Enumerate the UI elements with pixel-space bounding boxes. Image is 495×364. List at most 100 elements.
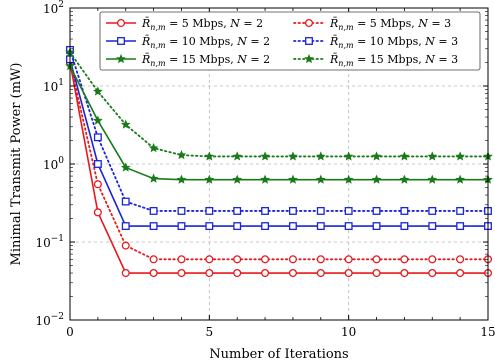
data-point: [455, 151, 465, 161]
data-point: [261, 222, 270, 231]
data-point: [233, 222, 242, 231]
data-point: [343, 174, 354, 184]
data-point: [205, 207, 214, 215]
data-point: [120, 119, 131, 129]
y-tick-label: 101: [43, 78, 64, 94]
series-layer: [65, 45, 493, 278]
data-point: [316, 268, 325, 278]
legend-item: R̄n,m = 5 Mbps, N = 3: [293, 17, 451, 32]
data-point: [232, 151, 243, 161]
data-point: [371, 151, 382, 161]
data-point: [149, 268, 158, 278]
y-tick-label: 100: [43, 156, 64, 172]
data-point: [371, 174, 382, 184]
data-point: [204, 174, 215, 184]
data-point: [177, 268, 186, 278]
data-point: [261, 268, 270, 278]
data-point: [427, 151, 438, 161]
data-point: [233, 207, 242, 215]
data-point: [233, 268, 242, 278]
data-point: [288, 174, 298, 184]
legend-marker: [305, 37, 313, 45]
data-point: [456, 255, 465, 264]
legend-marker: [117, 37, 125, 45]
data-point: [344, 268, 353, 278]
legend-label: R̄n,m = 10 Mbps, N = 3: [329, 35, 458, 50]
data-point: [344, 255, 353, 264]
data-point: [148, 143, 159, 153]
data-point: [176, 150, 187, 160]
data-point: [428, 255, 437, 264]
data-point: [372, 222, 381, 231]
data-point: [205, 222, 214, 231]
y-tick-label: 102: [43, 0, 64, 16]
data-point: [456, 207, 465, 215]
data-point: [288, 222, 297, 231]
data-point: [400, 268, 409, 278]
data-point: [177, 255, 186, 264]
series-line: [69, 59, 488, 227]
data-point: [316, 255, 325, 264]
series-line: [69, 65, 488, 181]
y-tick-exponent: 2: [58, 0, 64, 10]
y-tick-exponent: −1: [51, 234, 64, 244]
data-point: [344, 207, 353, 215]
data-point: [93, 86, 103, 96]
data-point: [288, 207, 297, 215]
x-tick-label: 0: [66, 325, 74, 339]
data-point: [93, 133, 102, 142]
x-tick-label: 5: [206, 325, 214, 339]
data-point: [344, 222, 353, 231]
legend-marker: [304, 53, 314, 64]
y-axis-title: Minimal Transmit Power (mW): [9, 63, 24, 266]
y-tick-exponent: −2: [51, 312, 64, 322]
data-point: [456, 222, 465, 231]
series-line: [69, 49, 489, 212]
data-point: [177, 207, 186, 215]
data-point: [93, 160, 102, 168]
data-point: [372, 268, 381, 278]
legend-marker: [304, 18, 314, 28]
series-line: [69, 51, 489, 158]
legend-label: R̄n,m = 5 Mbps, N = 2: [141, 17, 263, 32]
legend-box: [99, 11, 481, 71]
data-point: [205, 255, 214, 264]
series-15mbps-n2: [65, 61, 493, 184]
data-point: [428, 268, 437, 278]
data-point: [455, 174, 465, 184]
data-point: [176, 174, 187, 184]
series-line: [69, 61, 489, 261]
data-point: [260, 174, 270, 184]
data-point: [400, 222, 409, 231]
legend-label: R̄n,m = 10 Mbps, N = 2: [141, 35, 270, 50]
data-point: [93, 208, 102, 217]
y-tick-exponent: 0: [58, 156, 64, 166]
data-point: [288, 151, 298, 161]
data-point: [204, 151, 215, 161]
data-point: [261, 255, 270, 264]
data-point: [315, 174, 326, 184]
grid-lines: [70, 8, 488, 320]
legend-item: R̄n,m = 15 Mbps, N = 2: [106, 53, 270, 68]
data-point: [343, 151, 354, 161]
data-point: [315, 151, 326, 161]
data-point: [149, 222, 158, 231]
legend-label: R̄n,m = 5 Mbps, N = 3: [329, 17, 451, 32]
series-10mbps-n2: [66, 55, 492, 231]
data-point: [399, 151, 410, 161]
data-point: [260, 151, 270, 161]
data-point: [316, 207, 325, 215]
data-point: [232, 174, 243, 184]
legend-label: R̄n,m = 15 Mbps, N = 3: [329, 53, 458, 68]
data-point: [121, 222, 130, 231]
data-point: [93, 180, 102, 189]
data-point: [372, 255, 381, 264]
data-point: [121, 241, 130, 250]
y-tick-label: 10−1: [35, 234, 64, 250]
data-point: [400, 255, 409, 264]
data-point: [177, 222, 186, 231]
x-tick-label: 15: [480, 325, 495, 339]
data-point: [261, 207, 270, 215]
data-point: [316, 222, 325, 231]
